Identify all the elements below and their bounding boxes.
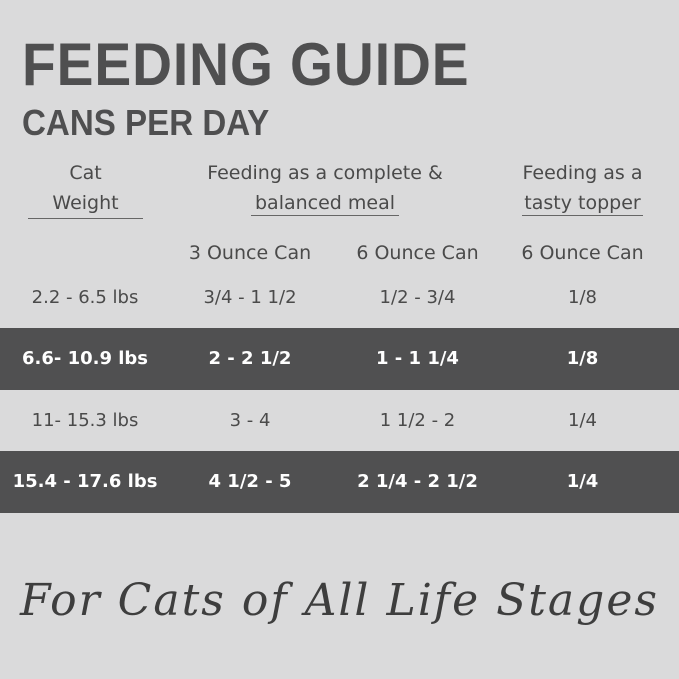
cell: 2 - 2 1/2: [208, 348, 292, 369]
cell: 1/8: [566, 348, 599, 369]
footer-tagline: For Cats of All Life Stages: [20, 575, 659, 626]
page-title: FEEDING GUIDE: [22, 31, 470, 98]
header-text: Feeding as a: [522, 162, 643, 184]
cell: 6.6- 10.9 lbs: [21, 348, 149, 369]
cell: 3/4 - 1 1/2: [203, 287, 297, 308]
table-row: 2.2 - 6.5 lbs 3/4 - 1 1/2 1/2 - 3/4 1/8: [0, 267, 679, 329]
header-weight: Cat Weight: [28, 158, 143, 219]
cell: 1/8: [568, 287, 597, 308]
cell: 1/4: [566, 471, 599, 492]
header-text: Feeding as a complete &: [207, 162, 443, 184]
cell: 4 1/2 - 5: [208, 471, 292, 492]
header-text: balanced meal: [250, 192, 400, 216]
table-row: 11- 15.3 lbs 3 - 4 1 1/2 - 2 1/4: [0, 390, 679, 452]
subheader-6oz-topper: 6 Ounce Can: [521, 242, 644, 264]
cell: 1 1/2 - 2: [379, 410, 456, 431]
subheader-3oz: 3 Ounce Can: [188, 242, 312, 264]
cell: 3 - 4: [229, 410, 271, 431]
cell: 2.2 - 6.5 lbs: [31, 287, 139, 308]
header-topper: Feeding as a tasty topper: [505, 158, 660, 218]
table-row: 15.4 - 17.6 lbs 4 1/2 - 5 2 1/4 - 2 1/2 1/4: [0, 451, 679, 513]
cell: 11- 15.3 lbs: [31, 410, 139, 431]
table-row: 6.6- 10.9 lbs 2 - 2 1/2 1 - 1 1/4 1/8: [0, 328, 679, 390]
header-complete: Feeding as a complete & balanced meal: [180, 158, 470, 218]
header-text: Weight: [52, 192, 119, 214]
cell: 15.4 - 17.6 lbs: [12, 471, 158, 492]
cell: 1 - 1 1/4: [376, 348, 459, 369]
page-subtitle: CANS PER DAY: [22, 102, 270, 143]
header-text: tasty topper: [522, 192, 643, 216]
cell: 1/2 - 3/4: [379, 287, 456, 308]
header-text: Cat: [69, 162, 102, 184]
subheader-6oz: 6 Ounce Can: [356, 242, 479, 264]
cell: 2 1/4 - 2 1/2: [357, 471, 478, 492]
cell: 1/4: [568, 410, 597, 431]
